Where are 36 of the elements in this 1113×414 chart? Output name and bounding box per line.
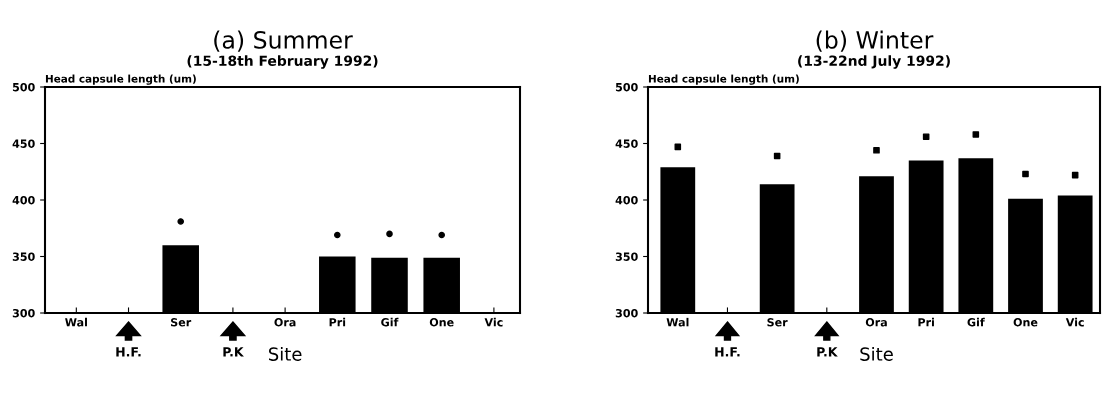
x-tick-label: Ser bbox=[767, 318, 788, 327]
y-tick-label: 350 bbox=[615, 252, 638, 261]
x-tick-label: One bbox=[429, 318, 454, 327]
y-tick-label: 500 bbox=[615, 82, 638, 92]
text: P.K bbox=[223, 347, 244, 357]
y-tick-label: 450 bbox=[615, 139, 638, 148]
chart-title: (a) Summer bbox=[214, 30, 353, 52]
y-tick-label: 500 bbox=[12, 82, 35, 92]
y-tick-label: 400 bbox=[12, 195, 35, 205]
chart-title: (b) Winter bbox=[816, 30, 934, 52]
y-tick-label: 350 bbox=[12, 252, 35, 261]
y-axis-title: Head capsule length (um) bbox=[45, 74, 196, 85]
y-tick-label: 450 bbox=[12, 139, 35, 148]
x-axis-title: Site bbox=[268, 346, 302, 361]
text: P.K bbox=[817, 347, 838, 357]
x-tick-label: Vic bbox=[1065, 317, 1084, 327]
x-tick-label: Ora bbox=[865, 318, 887, 327]
chart-subtitle: (13-22nd July 1992) bbox=[798, 55, 950, 69]
x-tick-label: One bbox=[1013, 318, 1038, 327]
text: H.F. bbox=[116, 347, 141, 357]
x-tick-label: Ser bbox=[171, 318, 192, 327]
x-tick-label: Gif bbox=[967, 317, 985, 327]
x-tick-label: Wal bbox=[666, 317, 689, 327]
y-axis-title: Head capsule length (um) bbox=[648, 74, 799, 85]
x-tick-label: Gif bbox=[381, 317, 399, 327]
x-tick-label: Pri bbox=[918, 317, 934, 327]
x-tick-label: Ora bbox=[274, 318, 296, 327]
y-tick-label: 300 bbox=[12, 308, 35, 318]
x-tick-label: Wal bbox=[65, 317, 87, 327]
x-axis-title: Site bbox=[860, 346, 893, 361]
x-tick-label: Vic bbox=[484, 317, 503, 327]
text: H.F. bbox=[715, 347, 740, 357]
x-tick-label: Pri bbox=[329, 317, 346, 327]
y-tick-label: 300 bbox=[615, 308, 638, 318]
chart-subtitle: (15-18th February 1992) bbox=[187, 55, 378, 69]
y-tick-label: 400 bbox=[615, 195, 638, 205]
